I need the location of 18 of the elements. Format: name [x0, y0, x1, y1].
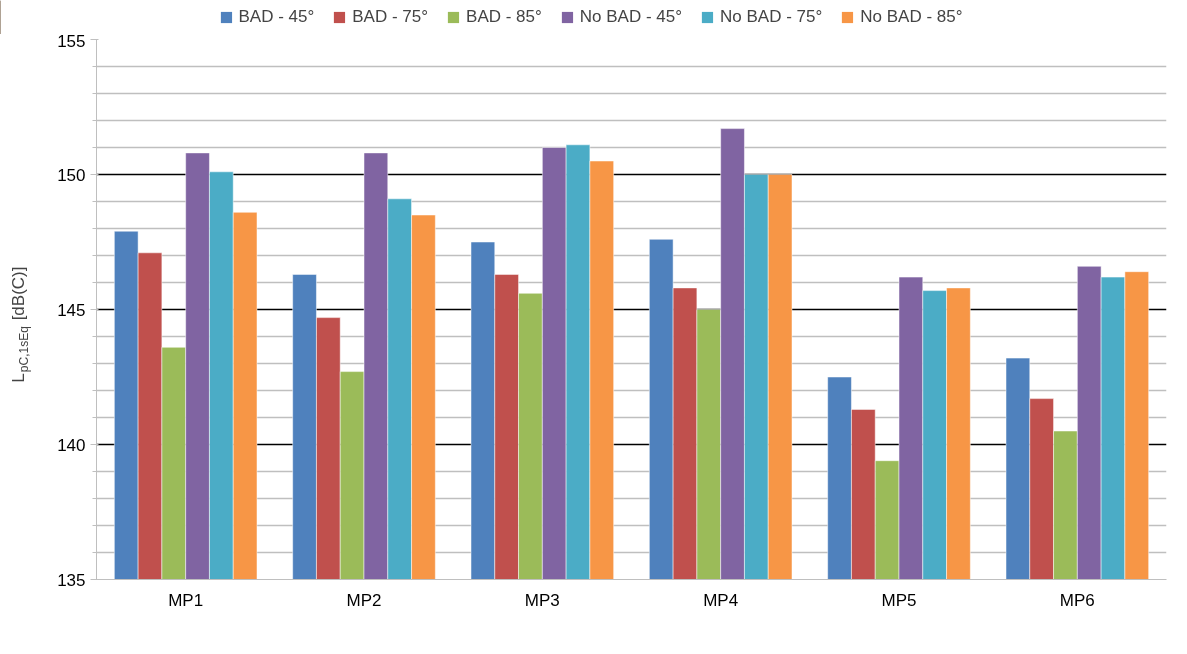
- x-tick-label: MP1: [168, 590, 204, 610]
- legend-label: No BAD - 45°: [579, 7, 683, 27]
- y-tick-label: 145: [57, 300, 86, 320]
- y-tick-label: 140: [57, 435, 86, 455]
- x-tick-label: MP3: [524, 590, 560, 610]
- y-tick-label: 155: [57, 31, 86, 51]
- y-axis-title: LpC,1sEq [dB(C)]: [9, 266, 31, 383]
- x-tick-label: MP5: [881, 590, 917, 610]
- legend-label: No BAD - 75°: [720, 7, 823, 27]
- y-tick-label: 135: [57, 570, 86, 590]
- legend-label: BAD - 85°: [466, 7, 542, 27]
- legend-label: No BAD - 85°: [860, 7, 963, 27]
- x-tick-label: MP4: [703, 590, 739, 610]
- y-tick-label: 150: [57, 165, 86, 185]
- x-tick-label: MP6: [1059, 590, 1095, 610]
- legend-label: BAD - 45°: [238, 7, 315, 27]
- legend-label: BAD - 75°: [352, 7, 429, 27]
- x-tick-label: MP2: [346, 590, 382, 610]
